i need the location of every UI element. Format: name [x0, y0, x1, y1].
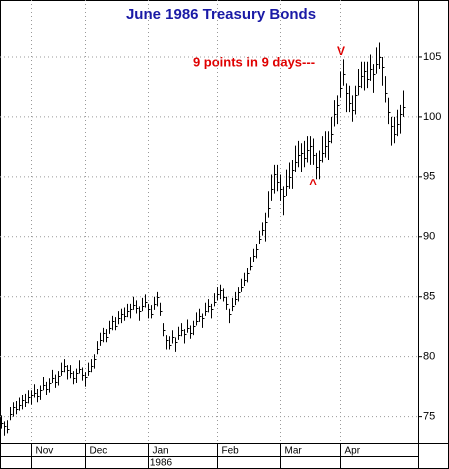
y-tick-label: 95 — [423, 171, 435, 183]
x-tick-label: Mar — [285, 446, 303, 457]
y-tick-label: 85 — [423, 291, 435, 303]
y-tick-label: 100 — [423, 111, 441, 123]
y-tick-label: 90 — [423, 231, 435, 243]
y-tick-label: 75 — [423, 411, 435, 423]
x-tick-label: Dec — [90, 446, 108, 457]
y-tick-label: 80 — [423, 351, 435, 363]
x-tick-label: Jan — [153, 446, 169, 457]
annotation-marker: ^ — [309, 176, 317, 191]
x-tick-label: Feb — [222, 446, 240, 457]
x-tick-label: Nov — [36, 446, 54, 457]
annotation: 9 points in 9 days--- — [193, 54, 315, 69]
y-tick-label: 105 — [423, 51, 441, 63]
year-label: 1986 — [150, 458, 173, 469]
x-tick-label: Apr — [345, 446, 361, 457]
chart-title: June 1986 Treasury Bonds — [126, 6, 316, 23]
annotation-marker: V — [337, 44, 345, 58]
